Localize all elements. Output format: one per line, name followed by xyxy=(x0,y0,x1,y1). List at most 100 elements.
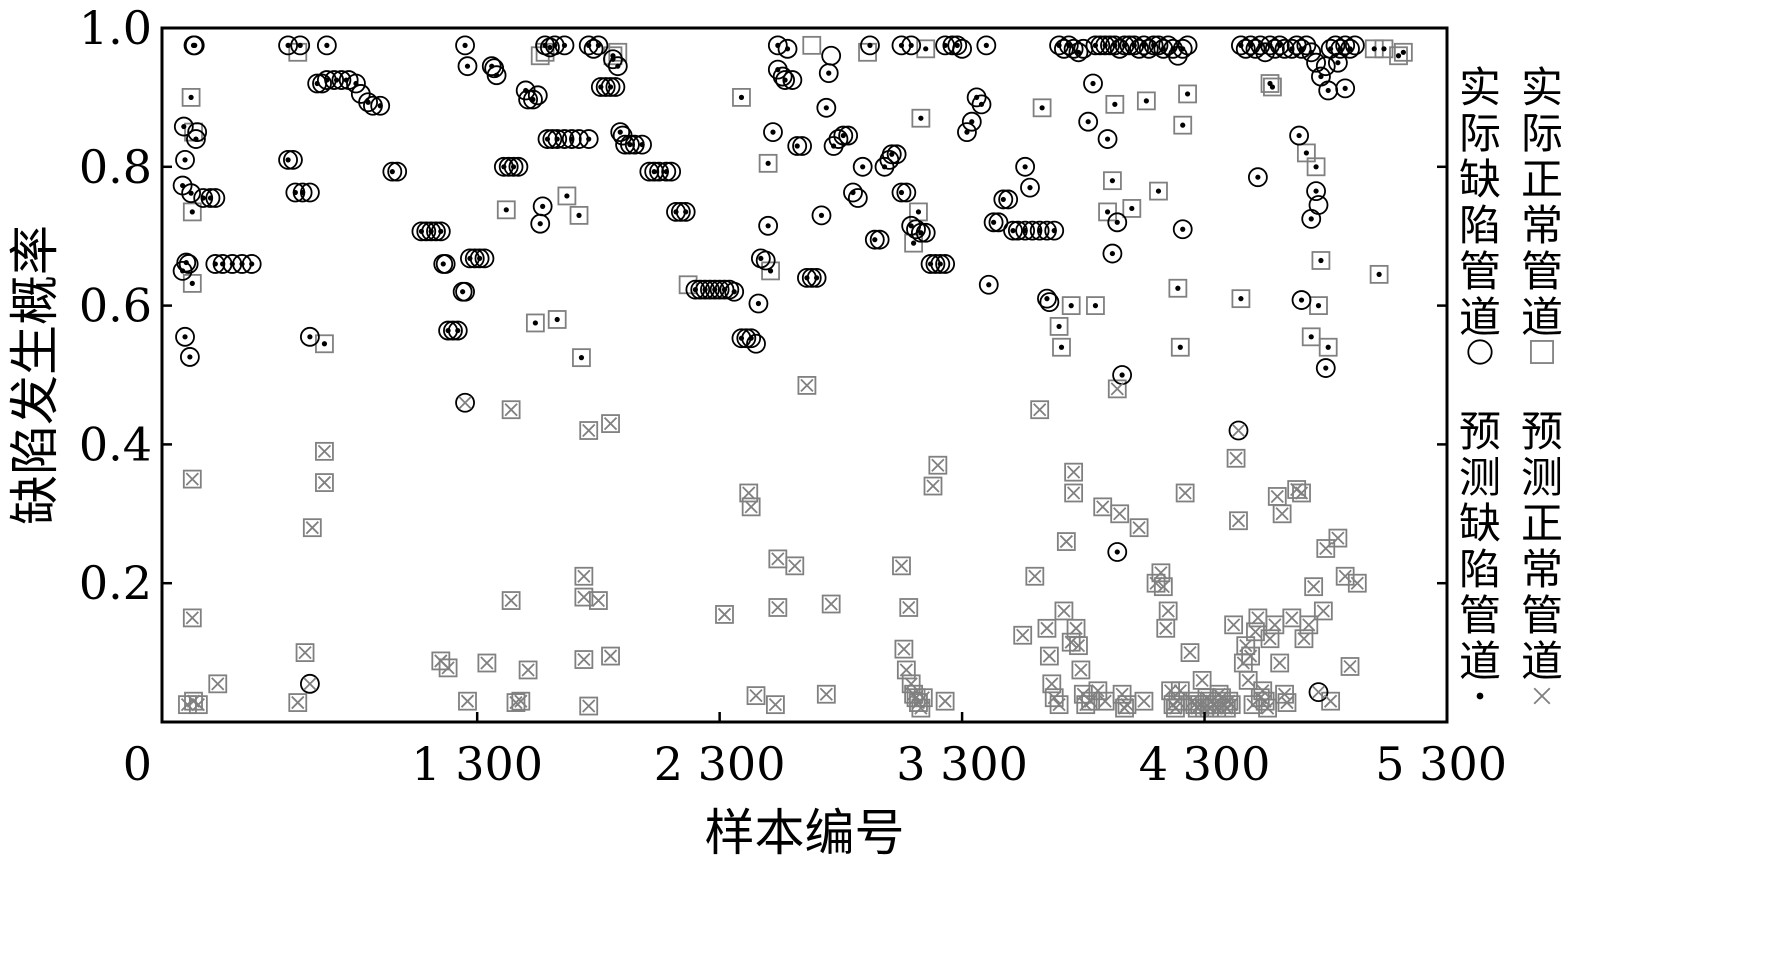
point-square xyxy=(1313,601,1333,621)
point-dot xyxy=(692,287,698,293)
point-circle xyxy=(843,182,863,203)
point-dot xyxy=(830,143,837,149)
point-dot xyxy=(1022,164,1028,170)
point-dot xyxy=(377,103,383,109)
point-x xyxy=(1248,625,1263,639)
point-dot xyxy=(333,77,340,83)
point-dot xyxy=(765,223,771,229)
point-circle xyxy=(1148,35,1169,56)
point-dot xyxy=(1039,105,1045,111)
point-dot xyxy=(1131,42,1137,48)
point-circle xyxy=(181,183,201,204)
point-square xyxy=(511,691,531,711)
point-circle xyxy=(316,35,337,56)
point-x xyxy=(1297,632,1311,646)
point-square xyxy=(1231,289,1251,309)
point-dot xyxy=(189,280,195,286)
point-x xyxy=(603,416,618,431)
point-square xyxy=(518,660,538,680)
point-x xyxy=(521,663,535,677)
point-dot xyxy=(1328,46,1334,52)
point-square xyxy=(1013,625,1033,645)
point-circle xyxy=(816,97,837,118)
point-x xyxy=(504,593,518,608)
point-circle xyxy=(767,59,788,80)
point-circle xyxy=(186,129,206,149)
point-x xyxy=(771,600,785,615)
point-dot xyxy=(1381,46,1387,52)
point-circle xyxy=(971,94,992,115)
point-dot xyxy=(731,289,737,295)
point-x xyxy=(1149,576,1163,590)
point-x xyxy=(1042,649,1057,663)
point-circle xyxy=(1109,38,1130,59)
point-dot xyxy=(1155,188,1162,194)
point-dot xyxy=(537,221,543,227)
legend-label-char: 实 xyxy=(1521,63,1563,112)
point-circle xyxy=(1054,38,1074,59)
point-dot xyxy=(540,203,546,209)
point-x xyxy=(1178,486,1192,500)
point-square xyxy=(746,686,766,706)
point-x xyxy=(298,645,312,660)
point-circle xyxy=(886,144,907,165)
point-circle xyxy=(595,77,616,97)
point-x xyxy=(819,687,833,701)
point-square xyxy=(1180,643,1200,662)
point-dot xyxy=(1337,46,1343,52)
point-x xyxy=(317,475,332,490)
point-dot xyxy=(908,42,914,48)
point-x xyxy=(1120,698,1134,712)
x-tick-label: 3 300 xyxy=(896,737,1028,791)
point-dot xyxy=(1151,42,1157,48)
plot-frame xyxy=(160,26,1449,724)
point-square xyxy=(1134,691,1154,711)
point-square xyxy=(1309,296,1328,316)
point-circle xyxy=(1177,35,1198,56)
point-circle xyxy=(1264,38,1285,59)
point-square xyxy=(1112,684,1132,704)
point-square xyxy=(1389,46,1408,66)
point-dot xyxy=(1119,372,1125,378)
point-dot xyxy=(1104,136,1111,142)
point-circle xyxy=(763,122,783,143)
legend-label-char: 际 xyxy=(1521,109,1563,158)
point-x xyxy=(1239,639,1253,653)
point-square xyxy=(315,473,334,492)
legend-label-char: 常 xyxy=(1521,545,1563,594)
point-dot xyxy=(576,212,582,218)
y-axis-title: 缺陷发生概率 xyxy=(6,225,64,525)
point-dot xyxy=(1184,91,1191,97)
point-x xyxy=(180,698,195,712)
y-tick-label: 0.6 xyxy=(79,279,152,333)
point-dot xyxy=(181,123,187,130)
point-dot xyxy=(964,129,970,135)
point-dot xyxy=(220,261,226,267)
point-dot xyxy=(918,230,924,236)
point-dot xyxy=(1114,219,1120,225)
point-x xyxy=(1224,698,1238,712)
point-x xyxy=(1110,382,1124,396)
point-square xyxy=(1306,157,1326,177)
point-circle xyxy=(1291,290,1312,310)
point-square xyxy=(1270,653,1290,673)
point-dot xyxy=(826,70,832,76)
point-square xyxy=(1064,483,1084,503)
point-dot xyxy=(782,77,788,83)
point-x xyxy=(582,423,596,438)
point-dot xyxy=(1114,549,1120,555)
point-circle xyxy=(755,250,776,271)
point-dot xyxy=(918,115,924,121)
point-square xyxy=(1170,337,1190,357)
point-x xyxy=(931,458,945,472)
point-dot xyxy=(1102,42,1108,48)
point-dot xyxy=(445,327,451,334)
point-circle xyxy=(527,85,548,106)
point-x xyxy=(591,593,606,608)
point-dot xyxy=(200,195,206,201)
point-x xyxy=(1183,645,1197,660)
point-x xyxy=(1227,618,1241,632)
point-x xyxy=(1083,694,1098,708)
point-dot xyxy=(1027,185,1033,191)
